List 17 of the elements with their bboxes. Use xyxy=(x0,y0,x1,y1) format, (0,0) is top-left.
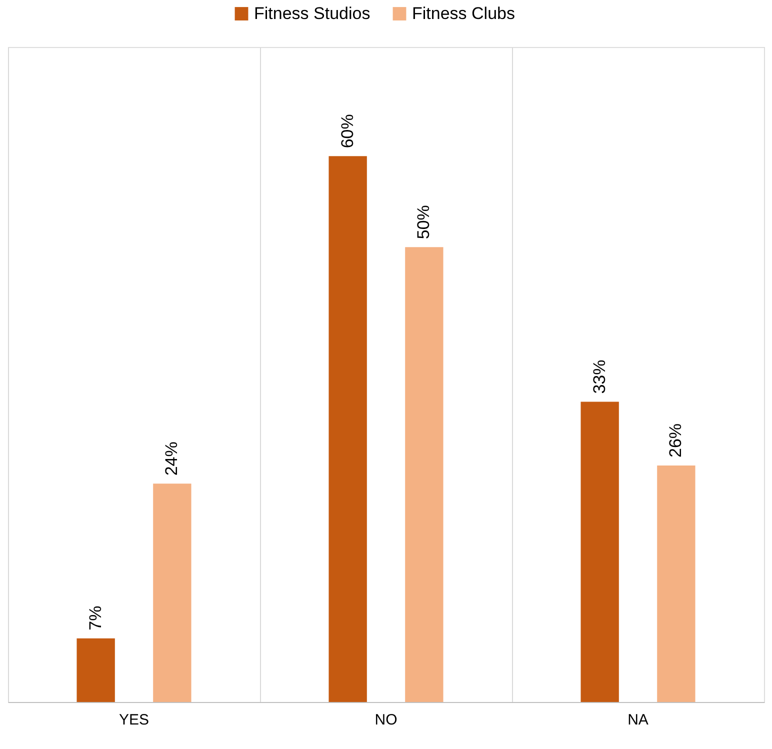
data-label: 60% xyxy=(338,114,357,148)
bar xyxy=(580,402,619,702)
bar xyxy=(657,465,696,702)
data-label: 24% xyxy=(162,442,182,476)
x-tick-label: NA xyxy=(628,712,648,728)
data-label: 7% xyxy=(86,606,105,630)
bar xyxy=(405,247,444,702)
bar xyxy=(76,638,115,702)
legend-label: Fitness Studios xyxy=(254,4,370,23)
legend-label: Fitness Clubs xyxy=(412,4,515,23)
data-label: 33% xyxy=(590,360,609,394)
data-label: 26% xyxy=(666,423,686,458)
x-tick-label: NO xyxy=(374,712,398,728)
bar xyxy=(328,156,367,702)
data-label: 50% xyxy=(414,205,434,240)
x-tick-label: YES xyxy=(118,712,150,728)
bar xyxy=(153,484,192,702)
